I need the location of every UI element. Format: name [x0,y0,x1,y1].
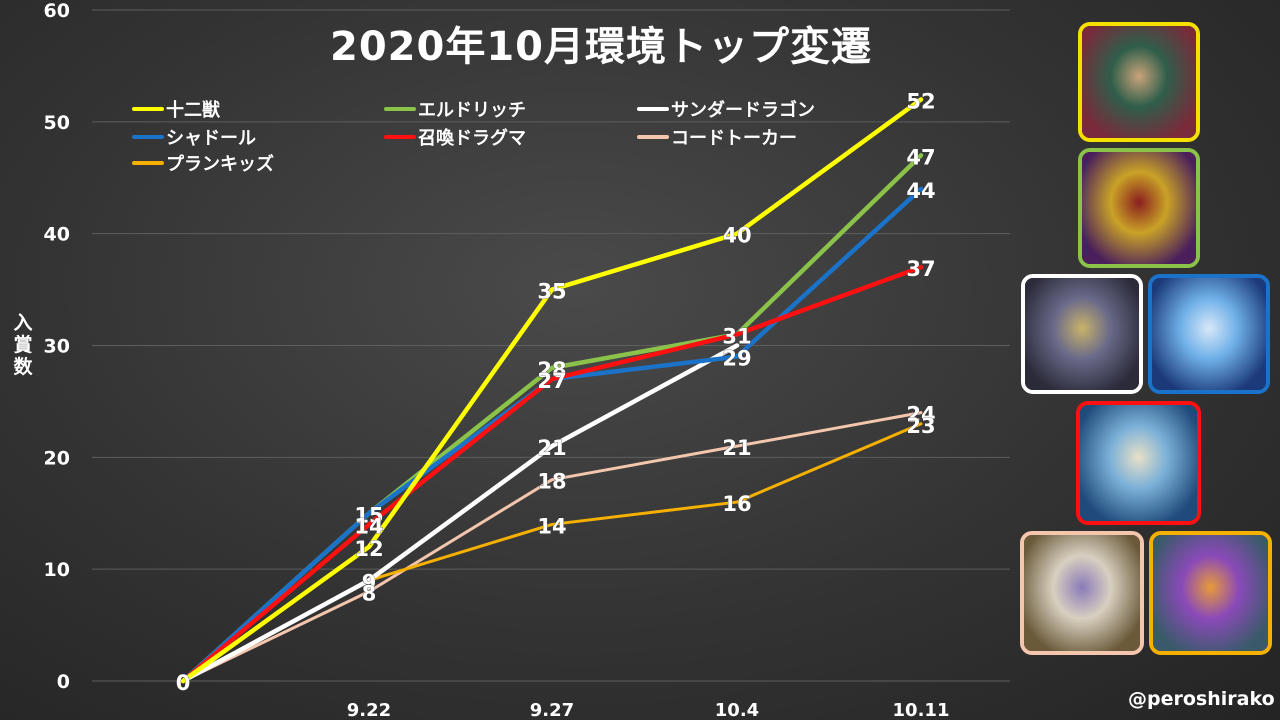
legend-item: 召喚ドラグマ [384,126,526,149]
card-image [1021,274,1143,394]
legend-label: 十二獣 [166,100,220,121]
chart-title: 2020年10月環境トップ変遷 [330,24,872,70]
data-label: 52 [906,89,935,113]
legend-label: コードトーカー [671,128,797,149]
card-image [1020,531,1144,655]
data-label: 15 [354,503,383,527]
y-tick-label: 60 [44,0,70,22]
data-label: 23 [906,414,935,438]
card-artwork [1153,535,1268,651]
card-artwork [1080,405,1197,521]
data-label: 12 [354,537,383,561]
legend-item: サンダードラゴン [637,98,815,121]
card-artwork [1025,278,1139,390]
x-tick-label: 9.22 [347,700,391,720]
legend-swatch [637,107,669,111]
data-label: 44 [906,179,935,203]
data-label: 40 [722,224,751,248]
legend-swatch [132,161,164,165]
y-tick-label: 0 [57,671,70,693]
data-label: 35 [537,280,566,304]
card-image [1078,148,1200,268]
legend-label: プランキッズ [166,154,274,175]
legend-item: コードトーカー [637,126,797,149]
data-label: 16 [722,492,751,516]
series-line-0 [180,97,924,684]
data-label: 0 [176,671,191,695]
data-label: 47 [906,145,935,169]
card-artwork [1082,26,1196,138]
card-image [1076,401,1201,525]
card-image [1148,274,1270,394]
series-line-6 [181,422,923,683]
series-line-4 [180,264,924,684]
legend-item: シャドール [132,126,256,149]
data-label: 9 [362,570,377,594]
y-tick-label: 30 [44,336,70,358]
y-tick-label: 10 [44,559,70,581]
data-label: 31 [722,324,751,348]
data-label: 28 [537,358,566,382]
x-tick-label: 9.27 [530,700,574,720]
legend-swatch [132,107,164,111]
x-tick-label: 10.11 [893,700,950,720]
legend-item: 十二獣 [132,98,220,121]
y-tick-label: 20 [44,447,70,469]
legend-item: プランキッズ [132,152,274,175]
chart-legend: 十二獣 エルドリッチ サンダードラゴンシャドール 召喚ドラグマ コードトーカープランキッ… [132,98,852,178]
card-image [1078,22,1200,142]
legend-label: シャドール [166,128,256,149]
data-label: 27 [537,369,566,393]
data-label: 24 [906,403,935,427]
data-label: 29 [722,347,751,371]
legend-swatch [384,107,416,111]
legend-swatch [384,135,416,139]
data-label: 8 [362,582,377,606]
x-tick-label: 10.4 [715,700,759,720]
data-label: 37 [906,257,935,281]
data-label: 21 [537,436,566,460]
series-line-5 [181,411,923,683]
series-line-2 [180,343,740,684]
y-axis-label: 入賞数 [13,312,33,378]
card-image [1149,531,1272,655]
legend-label: エルドリッチ [418,100,526,121]
data-label: 14 [537,514,566,538]
author-credit: @peroshirako [1128,688,1275,710]
y-tick-label: 40 [44,224,70,246]
legend-swatch [637,135,669,139]
data-label: 18 [537,470,566,494]
legend-label: サンダードラゴン [671,100,815,121]
legend-item: エルドリッチ [384,98,526,121]
y-tick-label: 50 [44,112,70,134]
card-artwork [1152,278,1266,390]
data-label: 14 [354,514,383,538]
card-artwork [1082,152,1196,264]
legend-swatch [132,135,164,139]
card-artwork [1024,535,1140,651]
data-label: 21 [722,436,751,460]
legend-label: 召喚ドラグマ [418,128,526,149]
